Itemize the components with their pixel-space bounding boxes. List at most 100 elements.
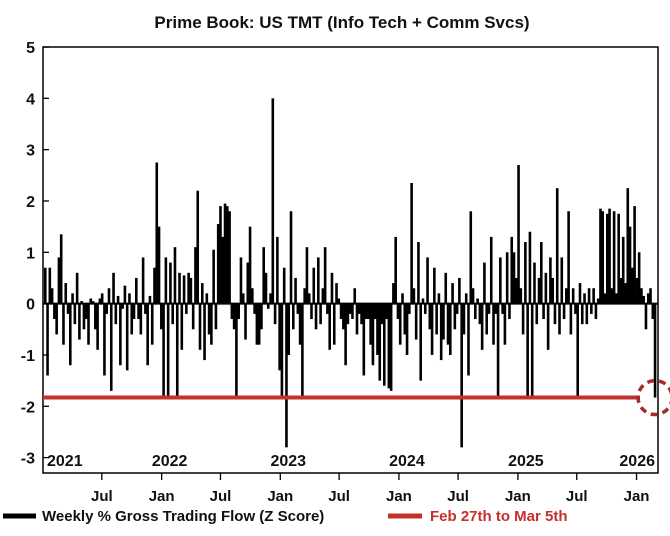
bar xyxy=(371,303,375,366)
bar xyxy=(134,277,138,304)
month-label: Jan xyxy=(149,488,175,505)
bar xyxy=(417,242,420,304)
bar xyxy=(53,303,56,320)
bar xyxy=(439,303,443,361)
bar xyxy=(617,213,620,304)
bar xyxy=(571,288,575,304)
bar xyxy=(348,303,352,314)
legend: Weekly % Gross Trading Flow (Z Score) Fe… xyxy=(3,508,568,525)
bar xyxy=(155,162,159,304)
bar xyxy=(592,288,595,304)
bar xyxy=(442,303,445,340)
bar xyxy=(216,224,220,304)
bar xyxy=(328,303,331,350)
bar xyxy=(646,293,650,304)
bar xyxy=(221,236,225,304)
bar xyxy=(109,303,113,391)
bar xyxy=(385,303,388,320)
bar xyxy=(232,303,236,330)
bar xyxy=(298,303,302,345)
bar xyxy=(437,293,441,304)
year-label: 2025 xyxy=(508,453,544,470)
bar xyxy=(510,236,514,304)
bar xyxy=(373,303,377,320)
bar xyxy=(119,303,122,366)
bar xyxy=(342,303,345,330)
bar xyxy=(626,188,630,304)
bar xyxy=(84,303,88,320)
bar xyxy=(542,303,545,320)
bar xyxy=(162,303,165,399)
bar xyxy=(378,303,382,381)
bar xyxy=(633,206,636,304)
bar xyxy=(471,288,475,304)
bar xyxy=(271,98,275,304)
bar xyxy=(489,236,493,304)
bar xyxy=(398,303,402,345)
bar xyxy=(517,165,520,304)
bar xyxy=(46,303,49,376)
bar xyxy=(103,303,106,376)
bar xyxy=(189,277,193,304)
bar xyxy=(248,226,252,304)
bar xyxy=(608,208,611,304)
bar xyxy=(182,275,186,304)
bar xyxy=(485,303,488,335)
bar xyxy=(91,301,95,304)
month-label: Jan xyxy=(624,488,650,505)
bar xyxy=(73,303,77,325)
bar xyxy=(357,303,361,314)
bar xyxy=(223,203,227,304)
bar xyxy=(146,303,149,366)
bar xyxy=(228,211,231,304)
bar xyxy=(269,293,272,304)
bar xyxy=(337,298,341,304)
bar xyxy=(501,303,504,314)
bar xyxy=(48,267,52,304)
bar xyxy=(353,288,357,304)
bar xyxy=(291,303,295,330)
bar xyxy=(164,257,168,304)
bar xyxy=(150,303,154,345)
bar xyxy=(317,257,320,304)
bar xyxy=(430,303,434,355)
bar xyxy=(214,303,218,330)
bar xyxy=(173,247,177,304)
month-label: Jan xyxy=(267,488,293,505)
bar xyxy=(253,303,256,314)
legend-label-red: Feb 27th to Mar 5th xyxy=(430,508,568,525)
bar xyxy=(423,303,427,314)
bar xyxy=(62,303,65,345)
bar xyxy=(323,247,327,304)
bar xyxy=(549,257,552,304)
bar xyxy=(610,288,614,304)
bar xyxy=(241,293,245,304)
chart-title: Prime Book: US TMT (Info Tech + Comm Svc… xyxy=(154,13,529,32)
bar xyxy=(312,267,316,304)
bar xyxy=(387,303,391,389)
bar xyxy=(207,303,211,335)
bar xyxy=(169,262,172,304)
bar xyxy=(401,293,404,304)
bar xyxy=(405,303,409,355)
y-tick-label: 1 xyxy=(26,245,35,262)
bar xyxy=(276,236,279,304)
year-labels: 2021 2022 2023 2024 2025 2026 xyxy=(47,453,655,470)
bar xyxy=(278,303,281,371)
bar xyxy=(364,303,368,320)
bar xyxy=(551,277,554,304)
bar xyxy=(262,247,266,304)
bar xyxy=(98,298,102,304)
bar xyxy=(448,303,452,355)
bar xyxy=(412,288,416,304)
bar xyxy=(200,283,204,304)
bar xyxy=(546,303,550,350)
bar xyxy=(410,183,413,304)
bar xyxy=(526,303,529,397)
bar xyxy=(619,277,623,304)
bar xyxy=(649,288,652,304)
month-label: Jul xyxy=(210,488,232,505)
bar xyxy=(483,262,486,304)
bar xyxy=(435,303,438,335)
bar xyxy=(194,247,197,304)
